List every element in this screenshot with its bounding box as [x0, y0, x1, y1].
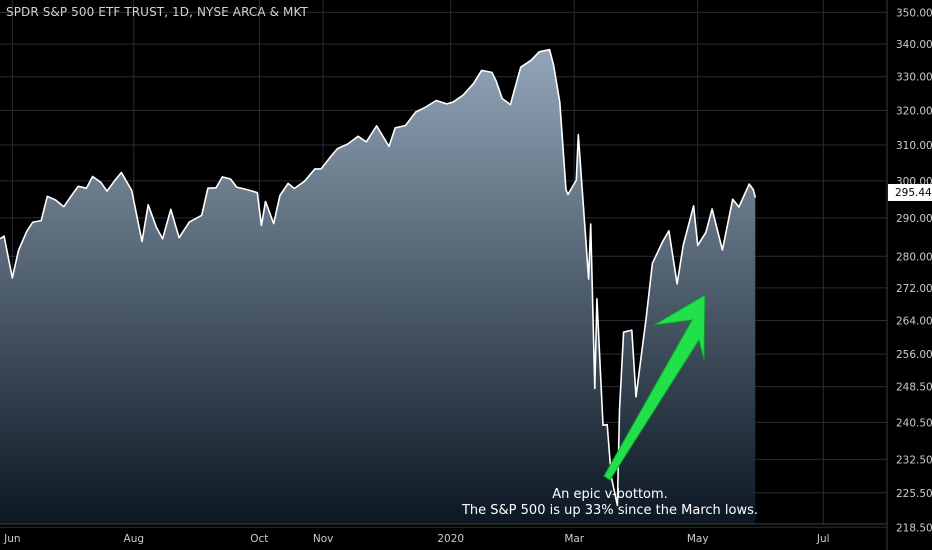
price-tick-label: 310.00	[896, 140, 932, 152]
price-line	[0, 48, 757, 507]
price-tick-label: 232.50	[896, 454, 932, 466]
time-tick-label: Aug	[124, 533, 145, 545]
chart-title: SPDR S&P 500 ETF TRUST, 1D, NYSE ARCA & …	[6, 5, 308, 19]
time-tick-label: Mar	[564, 533, 584, 545]
annotation-line-1: An epic v-bottom.	[552, 487, 668, 502]
time-tick-label: Jul	[816, 533, 830, 545]
last-price-tag-bg	[888, 184, 932, 201]
price-tick-label: 330.00	[896, 72, 932, 84]
price-tick-label: 290.00	[896, 213, 932, 225]
price-tick-label: 264.00	[896, 316, 932, 328]
price-tick-label: 280.00	[896, 251, 932, 263]
last-price-label: 295.44	[895, 187, 932, 199]
up-arrow-shape	[603, 294, 706, 481]
price-tick-label: 340.00	[896, 39, 932, 51]
price-tick-label: 256.00	[896, 349, 932, 361]
time-tick-label: Oct	[250, 533, 268, 545]
time-tick-label: 2020	[437, 533, 464, 545]
price-tick-label: 218.50	[896, 522, 932, 534]
price-tick-label: 320.00	[896, 105, 932, 117]
price-tick-label: 350.00	[896, 7, 932, 19]
up-arrow-icon	[603, 294, 706, 481]
price-tick-label: 225.50	[896, 488, 932, 500]
time-tick-label: Nov	[313, 533, 334, 545]
price-tick-label: 272.00	[896, 283, 932, 295]
price-tick-label: 248.50	[896, 382, 932, 394]
annotation-line-2: The S&P 500 is up 33% since the March lo…	[461, 503, 759, 518]
time-axis[interactable]: Jun Aug Oct Nov 2020 Mar May Jul	[3, 533, 829, 545]
last-price-tag: 295.44	[888, 184, 932, 201]
time-tick-label: Jun	[3, 533, 20, 545]
annotation-text: An epic v-bottom. The S&P 500 is up 33% …	[420, 487, 800, 519]
price-area-fill	[0, 49, 756, 524]
time-tick-label: May	[687, 533, 709, 545]
price-axis[interactable]: 350.00340.00330.00320.00310.00300.00290.…	[896, 7, 932, 534]
price-tick-label: 240.50	[896, 417, 932, 429]
